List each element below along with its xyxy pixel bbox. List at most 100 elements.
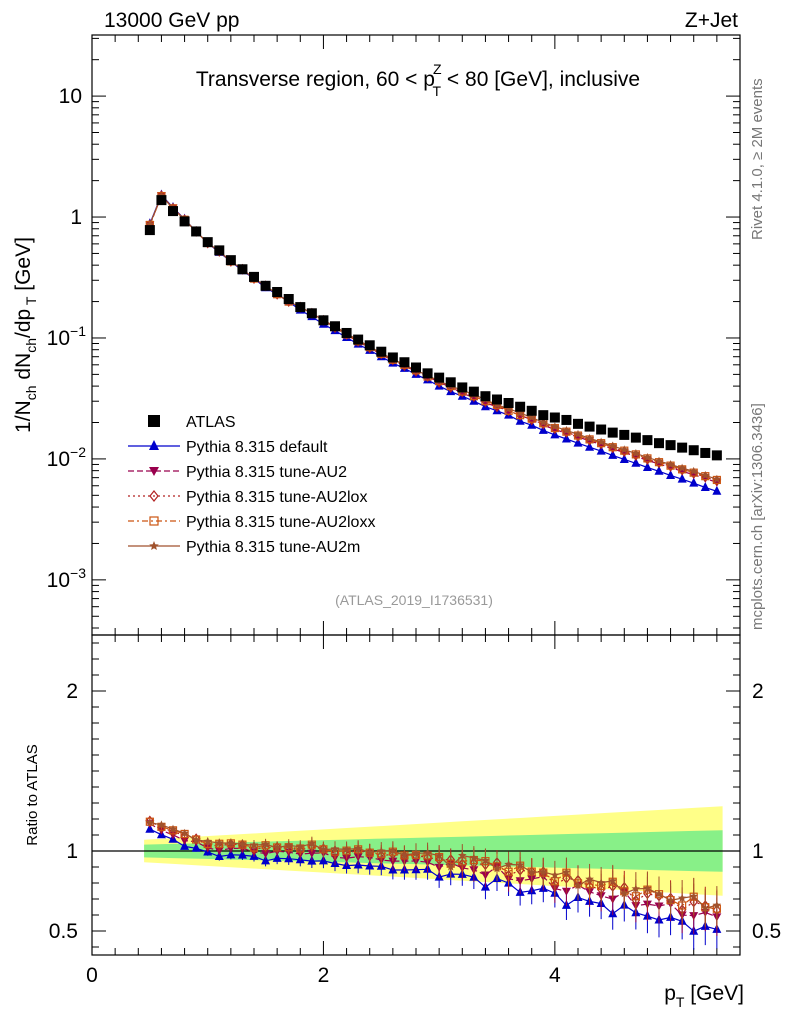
ratio-series-point-0 [180,840,190,850]
ratio-series-point-0 [191,842,201,852]
ratio-series-point-4 [330,844,340,853]
ratio-series-point-4 [145,817,155,827]
ratio-series-point-4 [388,846,398,855]
legend-marker-2 [149,490,159,502]
atlas-data-point [654,438,664,449]
main-series-point-0 [585,441,595,451]
ratio-series-point-4 [191,835,201,844]
ratio-series-point-4 [296,842,305,851]
atlas-data-point [434,372,445,383]
ratio-series-point-0 [214,851,224,861]
ratio-series-point-4 [446,862,455,871]
main-y-tick-label: 1 [70,206,82,229]
ratio-series-point-4 [596,878,606,887]
atlas-data-point [538,410,549,421]
ratio-series-point-4 [481,856,490,865]
ratio-y-tick-label: 2 [66,680,78,703]
ratio-series-point-4 [666,895,675,905]
x-axis-title: pT [GeV] [664,982,744,1010]
atlas-data-point [515,401,526,412]
atlas-data-point [584,421,595,432]
main-series-point-4 [550,422,560,431]
main-series-point-4 [689,466,698,475]
atlas-data-point [665,440,676,451]
main-series-line-1 [149,194,718,483]
atlas-data-point [318,315,329,326]
ratio-series-point-2 [249,843,259,855]
ratio-series-point-4 [261,839,270,848]
atlas-data-point [306,308,317,319]
atlas-data-point [503,397,514,408]
ratio-series-point-2 [203,839,212,851]
ratio-series-point-4 [504,859,513,868]
atlas-data-point [156,195,167,206]
atlas-data-point [330,321,340,332]
ratio-y-axis-title: Ratio to ATLAS [24,744,41,845]
ratio-series-point-4 [515,860,525,869]
legend-label-0: Pythia 8.315 default [186,439,328,456]
main-y-tick-label: 10 [59,85,82,108]
atlas-data-point [399,357,410,368]
atlas-data-point [688,445,699,456]
ratio-series-point-4 [654,889,664,898]
ratio-series-point-4 [643,884,652,893]
atlas-data-point [191,226,202,237]
main-series-point-4 [573,429,583,438]
atlas-data-point [573,418,583,429]
legend-label-3: Pythia 8.315 tune-AU2loxx [186,514,375,531]
ratio-series-point-4 [238,839,247,848]
ratio-series-point-4 [249,840,259,849]
atlas-data-point [445,377,456,388]
main-y-tick-label: 10−1 [47,323,87,350]
main-y-tick-label: 10−2 [47,444,87,471]
legend-label-2: Pythia 8.315 tune-AU2lox [186,489,367,506]
ratio-series-point-4 [215,838,224,847]
atlas-data-point [283,294,294,305]
ratio-series-point-4 [492,864,502,873]
plot-title-sub: T [433,83,442,99]
ratio-y-tick-label-right: 1 [752,840,764,863]
main-series-point-0 [689,477,699,487]
energy-label: 13000 GeV pp [104,9,239,32]
ratio-series-point-4 [411,848,421,857]
main-series-point-0 [666,469,676,479]
atlas-data-point [214,245,225,256]
main-series-point-0 [700,482,710,492]
atlas-data-point [457,382,468,393]
ratio-series-point-4 [620,889,629,898]
main-series-point-0 [677,473,687,483]
ratio-series-point-4 [353,844,363,853]
x-tick-label: 4 [549,964,561,987]
atlas-data-point [249,271,259,282]
rivet-label: Rivet 4.1.0, ≥ 2M events [749,78,766,240]
ratio-series-point-4 [631,884,641,893]
main-series-point-4 [527,413,536,422]
ratio-series-point-0 [272,852,282,862]
ratio-series-point-4 [342,844,351,854]
main-series-point-4 [585,433,594,442]
main-y-axis-title: 1/Nch dNch/dp T [GeV] [12,237,39,433]
atlas-data-point [619,429,630,440]
atlas-data-point [225,255,236,266]
atlas-data-point [468,386,479,397]
atlas-data-point [364,340,375,351]
main-series-point-4 [643,452,652,461]
legend-label-4: Pythia 8.315 tune-AU2m [186,539,360,556]
ratio-series-point-4 [689,891,698,900]
ratio-series-point-4 [469,853,479,862]
legend-marker-0 [149,440,159,450]
ratio-series-point-4 [458,851,467,860]
ratio-series-point-4 [701,903,710,912]
ratio-series-point-4 [377,846,386,855]
main-series-layer [144,189,722,495]
ratio-series-layer [145,815,722,950]
legend-marker-atlas [148,415,160,427]
atlas-data-point [422,368,433,379]
ratio-series-point-0 [261,855,271,865]
ratio-series-point-0 [145,823,155,833]
legend-marker-3 [149,516,159,526]
atlas-data-point [272,286,283,297]
atlas-data-point [260,280,271,291]
main-series-point-4 [631,448,641,458]
ratio-y-tick-label: 0.5 [49,920,78,943]
